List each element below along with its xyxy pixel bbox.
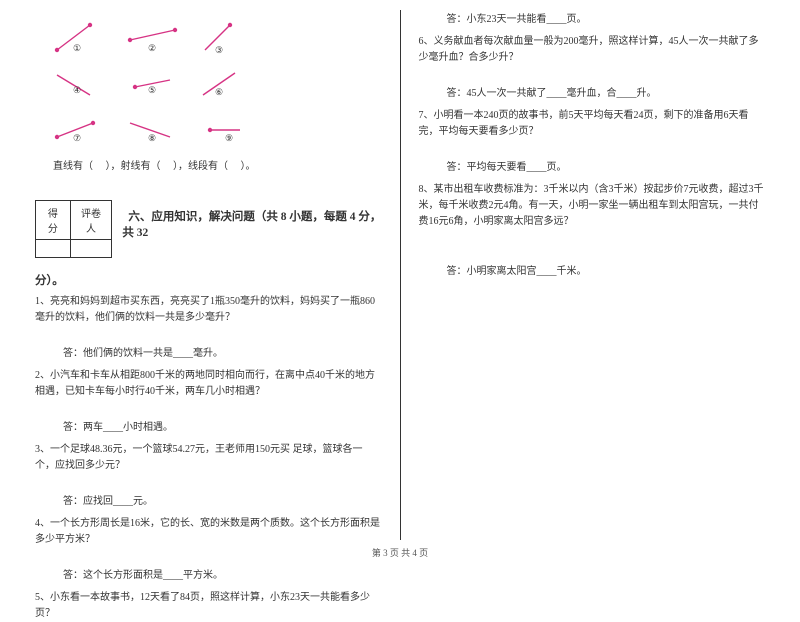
question-8: 8、某市出租车收费标准为：3千米以内（含3千米）按起步价7元收费，超过3千米，每…	[419, 182, 766, 230]
diagram-label-4: ④	[73, 85, 81, 96]
left-column: ① ② ③ ④ ⑤ ⑥ ⑦ ⑧ ⑨ 直线有（ ），射线有（ ），线段有（ ）。 …	[25, 10, 401, 540]
diagram-label-7: ⑦	[73, 133, 81, 144]
page-container: ① ② ③ ④ ⑤ ⑥ ⑦ ⑧ ⑨ 直线有（ ），射线有（ ），线段有（ ）。 …	[0, 0, 800, 540]
question-4: 4、一个长方形周长是16米，它的长、宽的米数是两个质数。这个长方形面积是多少平方…	[35, 516, 382, 548]
score-header-2: 评卷人	[70, 201, 112, 240]
right-column: 答：小东23天一共能看____页。 6、义务献血者每次献血量一般为200毫升，照…	[401, 10, 776, 540]
question-2: 2、小汽车和卡车从相距800千米的两地同时相向而行，在离中点40千米的地方相遇，…	[35, 368, 382, 400]
answer-7: 答：平均每天要看____页。	[447, 160, 766, 176]
answer-1: 答：他们俩的饮料一共是____毫升。	[63, 346, 382, 362]
answer-5: 答：小东23天一共能看____页。	[447, 12, 766, 28]
question-3: 3、一个足球48.36元，一个篮球54.27元，王老师用150元买 足球，篮球各…	[35, 442, 382, 474]
question-7: 7、小明看一本240页的故事书，前5天平均每天看24页，剩下的准备用6天看完，平…	[419, 108, 766, 140]
section6-title: 六、应用知识，解决问题（共 8 小题，每题 4 分，共 32	[122, 211, 381, 239]
question-1: 1、亮亮和妈妈到超市买东西，亮亮买了1瓶350毫升的饮料，妈妈买了一瓶860毫升…	[35, 294, 382, 326]
caption-prefix: 直线有（	[53, 161, 93, 172]
diagram-label-5: ⑤	[148, 85, 156, 96]
answer-4: 答：这个长方形面积是____平方米。	[63, 568, 382, 584]
page-footer: 第 3 页 共 4 页	[0, 546, 800, 559]
caption-mid1: ），射线有（	[106, 161, 161, 172]
diagram-caption: 直线有（ ），射线有（ ），线段有（ ）。	[53, 157, 382, 172]
diagram-label-8: ⑧	[148, 133, 156, 144]
score-table: 得分 评卷人	[35, 200, 112, 258]
section6-title-tail: 分）。	[35, 272, 382, 288]
score-cell-1	[36, 240, 71, 258]
answer-3: 答：应找回____元。	[63, 494, 382, 510]
caption-mid2: ），线段有（	[173, 161, 228, 172]
line-diagram: ① ② ③ ④ ⑤ ⑥ ⑦ ⑧ ⑨	[35, 15, 275, 155]
answer-2: 答：两车____小时相遇。	[63, 420, 382, 436]
diagram-label-9: ⑨	[225, 133, 233, 144]
diagram-label-2: ②	[148, 43, 156, 54]
caption-suffix: ）。	[241, 161, 256, 172]
diagram-label-3: ③	[215, 45, 223, 56]
diagram-label-6: ⑥	[215, 87, 223, 98]
diagram-label-1: ①	[73, 43, 81, 54]
question-6: 6、义务献血者每次献血量一般为200毫升，照这样计算，45人一次一共献了多少毫升…	[419, 34, 766, 66]
answer-6: 答：45人一次一共献了____毫升血，合____升。	[447, 86, 766, 102]
question-5: 5、小东看一本故事书，12天看了84页，照这样计算，小东23天一共能看多少页？	[35, 590, 382, 622]
answer-8: 答：小明家离太阳宫____千米。	[447, 264, 766, 280]
score-header-1: 得分	[36, 201, 71, 240]
score-cell-2	[70, 240, 112, 258]
section6-row: 得分 评卷人 六、应用知识，解决问题（共 8 小题，每题 4 分，共 32	[35, 186, 382, 264]
